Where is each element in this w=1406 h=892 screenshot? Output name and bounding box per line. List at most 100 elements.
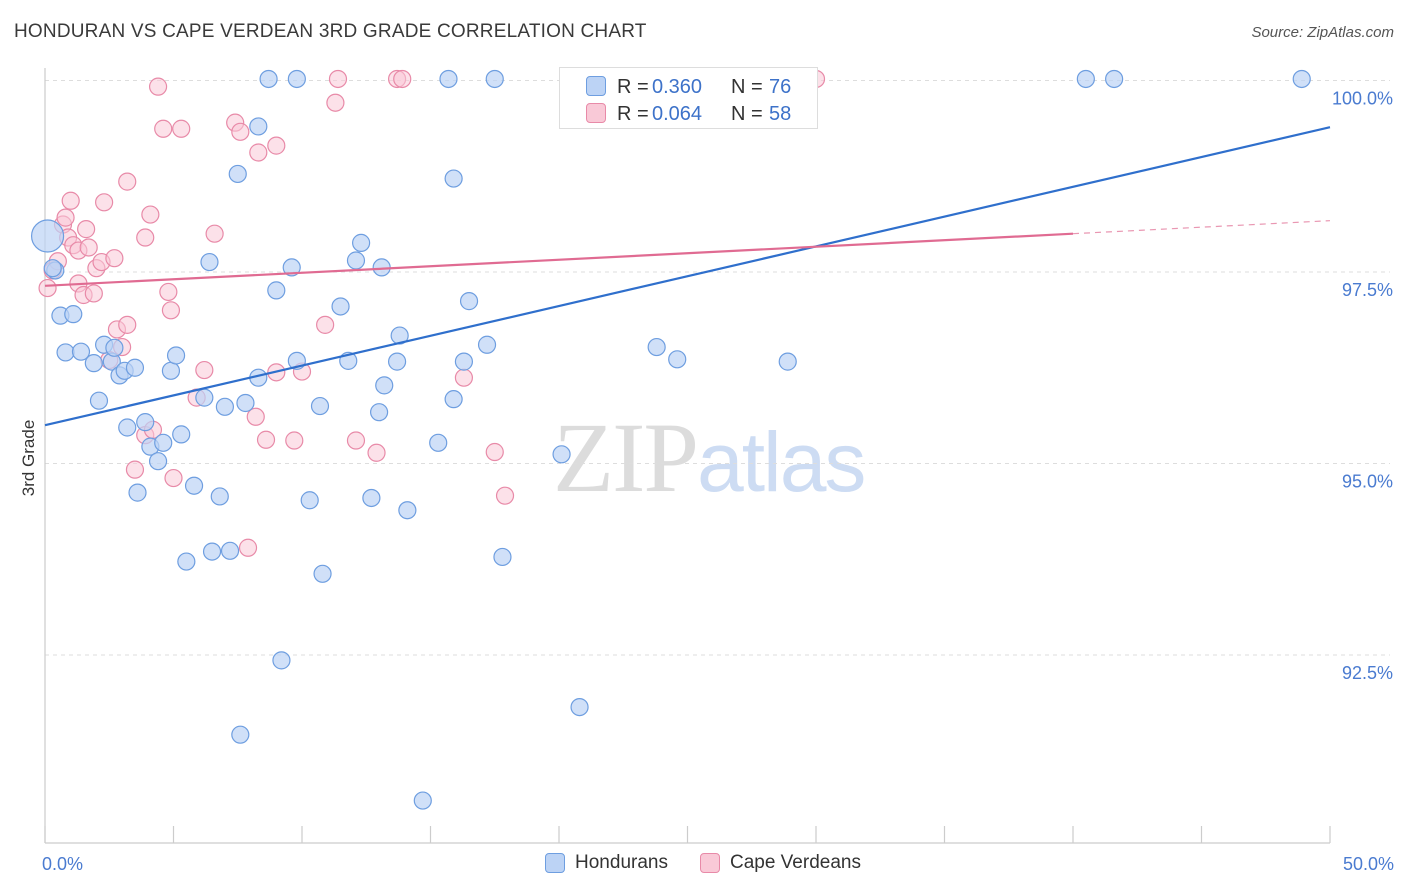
honduran-point bbox=[202, 542, 222, 561]
stats-r-value: 0.064 bbox=[652, 102, 703, 125]
cape-verdean-point bbox=[328, 69, 348, 89]
honduran-point bbox=[778, 352, 797, 371]
honduran-point bbox=[228, 164, 247, 184]
cape-verdean-point bbox=[393, 69, 412, 89]
honduran-point bbox=[184, 476, 204, 495]
honduran-point bbox=[444, 169, 463, 188]
cape-verdean-point bbox=[172, 119, 191, 138]
honduran-point bbox=[231, 725, 250, 744]
honduran-point bbox=[30, 219, 65, 253]
cape-verdean-point bbox=[84, 284, 103, 303]
stats-r-value: 0.360 bbox=[652, 75, 703, 98]
honduran-point bbox=[215, 397, 234, 416]
honduran-point bbox=[413, 791, 432, 810]
stats-r-label: R = bbox=[617, 75, 649, 98]
honduran-point bbox=[300, 491, 319, 510]
honduran-point bbox=[89, 391, 109, 410]
honduran-point bbox=[429, 433, 448, 452]
honduran-points bbox=[30, 69, 1311, 810]
stats-n-value: 58 bbox=[769, 102, 792, 125]
cape-verdean-trend-extension bbox=[1072, 220, 1331, 235]
cape-verdean-point bbox=[79, 238, 98, 257]
honduran-point bbox=[220, 541, 240, 560]
cape-verdean-point bbox=[159, 282, 178, 302]
honduran-point bbox=[1076, 69, 1095, 89]
honduran-point bbox=[331, 297, 350, 316]
honduran-point bbox=[166, 346, 186, 365]
honduran-point bbox=[236, 393, 255, 413]
cape-verdean-point bbox=[95, 193, 114, 212]
cape-verdean-point bbox=[238, 538, 258, 557]
watermark: ZIPatlas bbox=[553, 400, 866, 515]
cape-verdean-point bbox=[495, 486, 515, 505]
honduran-point bbox=[459, 292, 479, 311]
cape-verdean-point bbox=[161, 301, 181, 320]
honduran-point bbox=[71, 342, 91, 361]
honduran-point bbox=[387, 352, 407, 371]
stats-r-label: R = bbox=[617, 102, 649, 125]
honduran-point bbox=[1292, 69, 1311, 89]
watermark-zip: ZIP bbox=[553, 402, 699, 513]
cape-verdean-point bbox=[454, 368, 474, 387]
x-tick-labels: 0.0% 50.0% bbox=[42, 854, 1394, 874]
stats-swatch-blue bbox=[586, 76, 606, 96]
honduran-point bbox=[43, 259, 62, 278]
honduran-point bbox=[310, 396, 330, 416]
y-tick-label: 95.0% bbox=[1342, 472, 1393, 492]
honduran-point bbox=[370, 403, 389, 422]
cape-verdean-point bbox=[56, 208, 75, 227]
watermark-atlas: atlas bbox=[697, 415, 866, 509]
cape-verdean-point bbox=[141, 205, 160, 224]
cape-verdean-point bbox=[285, 431, 304, 450]
honduran-point bbox=[454, 352, 474, 371]
honduran-point bbox=[267, 281, 286, 300]
honduran-point bbox=[177, 552, 196, 571]
honduran-point bbox=[249, 117, 268, 136]
cape-verdean-point bbox=[249, 143, 268, 162]
honduran-point bbox=[668, 350, 687, 369]
honduran-point bbox=[352, 233, 371, 252]
stats-n-label: N = bbox=[731, 75, 763, 98]
stats-swatch-pink bbox=[586, 103, 606, 123]
honduran-point bbox=[493, 547, 512, 567]
stats-n-label: N = bbox=[731, 102, 763, 125]
cape-verdean-point bbox=[195, 360, 214, 380]
stats-n-value: 76 bbox=[769, 75, 792, 98]
cape-verdean-point bbox=[77, 220, 96, 239]
honduran-point bbox=[136, 413, 155, 432]
honduran-point bbox=[56, 343, 75, 362]
cape-verdean-point bbox=[164, 468, 183, 488]
series-legend: Hondurans Cape Verdeans bbox=[0, 852, 1406, 874]
honduran-point bbox=[287, 69, 306, 89]
legend-item-cape-verdeans[interactable]: Cape Verdeans bbox=[699, 852, 861, 874]
stats-legend: R = 0.360 N = 76 R = 0.064 N = 58 bbox=[559, 67, 818, 129]
cape-verdean-point bbox=[154, 119, 173, 138]
axes bbox=[44, 68, 1331, 844]
y-tick-label: 97.5% bbox=[1342, 280, 1393, 300]
chart-title: HONDURAN VS CAPE VERDEAN 3RD GRADE CORRE… bbox=[14, 21, 647, 42]
cape-verdean-point bbox=[125, 460, 145, 479]
honduran-point bbox=[375, 376, 394, 395]
cape-verdean-point bbox=[136, 228, 155, 247]
honduran-point bbox=[362, 488, 381, 508]
honduran-point bbox=[259, 69, 278, 89]
honduran-point bbox=[84, 354, 103, 373]
honduran-point bbox=[105, 338, 124, 357]
honduran-point bbox=[1105, 69, 1124, 89]
cape-verdean-point bbox=[61, 191, 80, 210]
cape-verdean-point bbox=[485, 442, 504, 462]
cape-verdean-points bbox=[38, 69, 826, 557]
y-tick-label: 100.0% bbox=[1332, 89, 1393, 109]
cape-verdean-point bbox=[316, 315, 335, 334]
honduran-point bbox=[439, 69, 458, 89]
legend-swatch-pink bbox=[699, 853, 720, 873]
honduran-point bbox=[272, 651, 291, 670]
honduran-point bbox=[210, 487, 229, 506]
x-tick-label: 0.0% bbox=[42, 854, 83, 874]
legend-item-hondurans[interactable]: Hondurans bbox=[545, 852, 668, 874]
honduran-point bbox=[444, 390, 463, 409]
honduran-point bbox=[570, 697, 589, 717]
honduran-point bbox=[552, 445, 571, 464]
honduran-point bbox=[64, 305, 83, 324]
